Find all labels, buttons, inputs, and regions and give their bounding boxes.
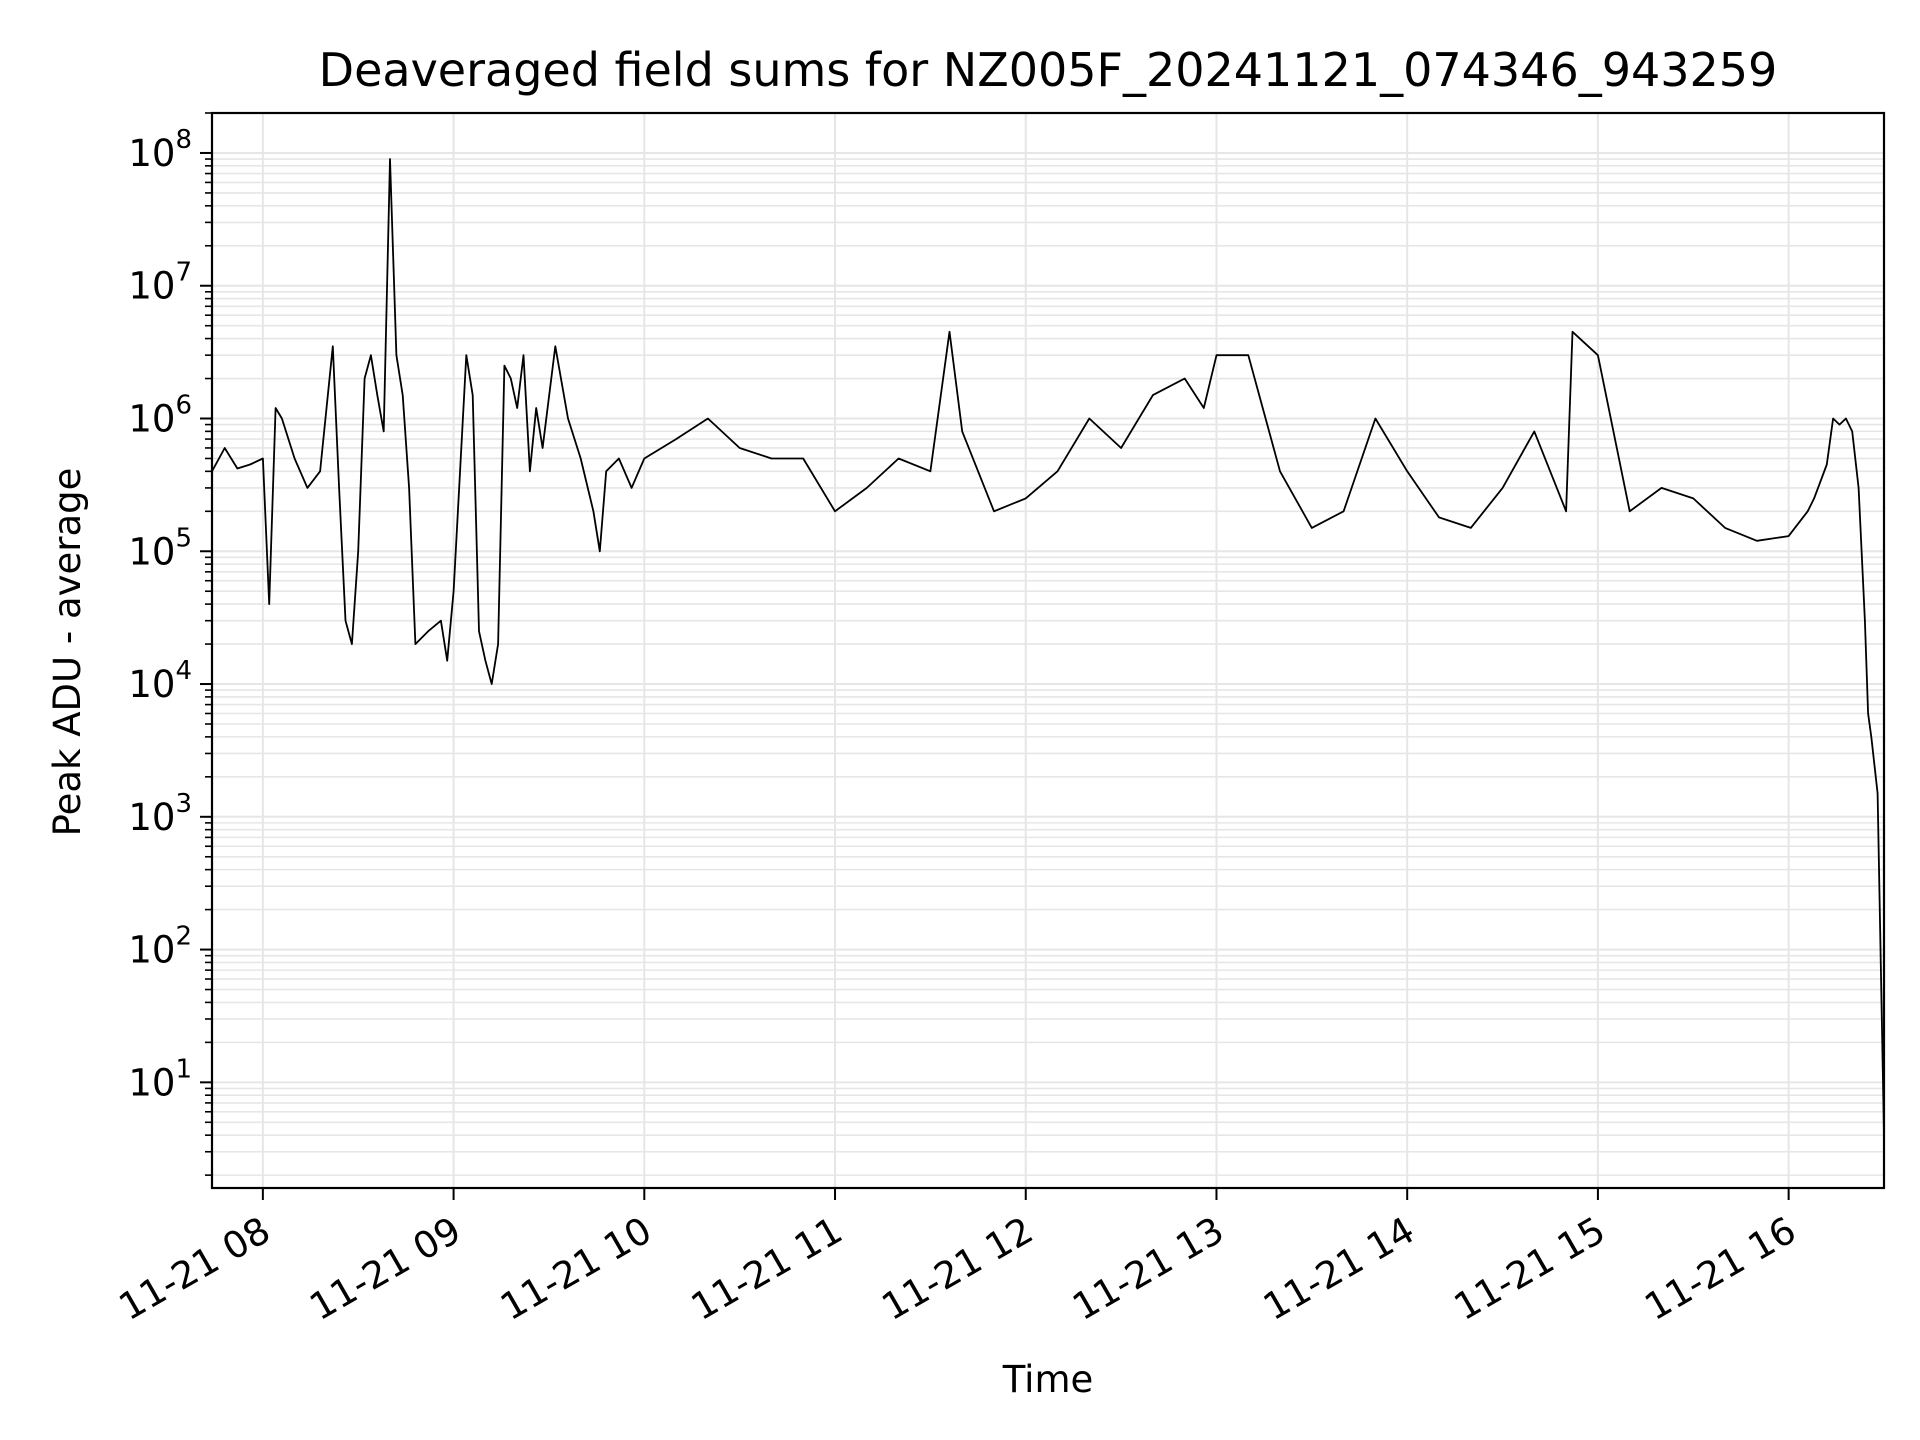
series-layer xyxy=(211,158,1885,1136)
y-tick-label: 102 xyxy=(128,922,192,972)
y-tick-label: 108 xyxy=(128,125,192,175)
y-axis-label: Peak ADU - average xyxy=(46,468,89,837)
plot-frame xyxy=(210,111,1886,1190)
y-tick-label: 107 xyxy=(128,258,192,308)
y-tick-label: 101 xyxy=(128,1054,192,1104)
grid-layer xyxy=(212,112,1884,1188)
chart-title: Deaveraged field sums for NZ005F_2024112… xyxy=(319,43,1778,97)
y-tick-label: 106 xyxy=(128,391,192,441)
y-tick-label: 105 xyxy=(128,523,192,573)
y-tick-label: 103 xyxy=(128,789,192,839)
x-axis-label: Time xyxy=(1002,1358,1094,1401)
y-tick-label: 104 xyxy=(128,656,192,706)
series-line xyxy=(211,158,1885,1136)
